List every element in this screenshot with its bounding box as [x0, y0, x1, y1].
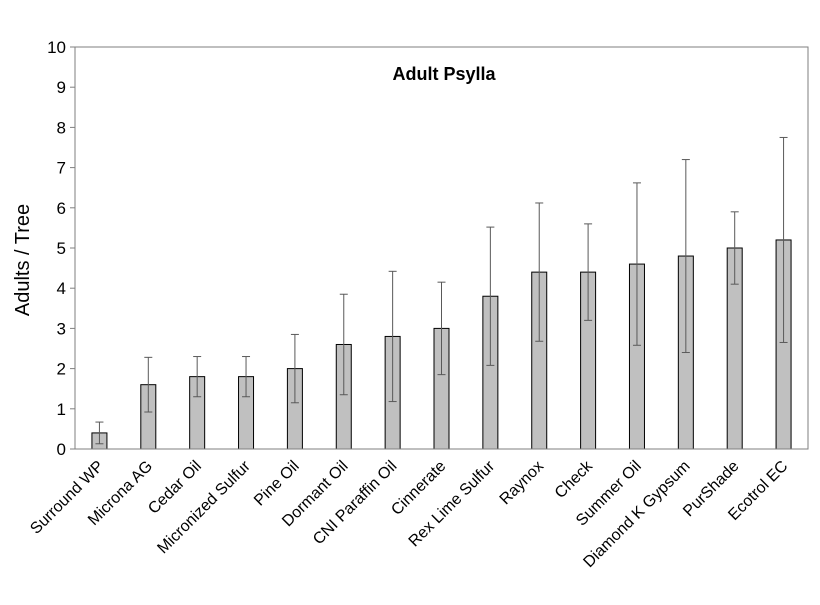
y-tick-label: 8	[57, 118, 66, 137]
y-tick-label: 10	[47, 38, 66, 57]
y-tick-label: 1	[57, 400, 66, 419]
y-tick-label: 3	[57, 319, 66, 338]
y-tick-label: 5	[57, 239, 66, 258]
x-category-label: Raynox	[497, 458, 547, 508]
x-category-label: Micronized Sulfur	[154, 457, 254, 557]
y-axis-title: Adults / Tree	[12, 204, 34, 316]
y-tick-label: 2	[57, 360, 66, 379]
error-bars	[95, 136, 788, 445]
y-tick-label: 4	[57, 279, 66, 298]
x-category-label: Check	[552, 457, 597, 502]
chart-title: Adult Psylla	[392, 64, 496, 84]
x-category-label: Rex Lime Sulfur	[406, 457, 499, 550]
y-tick-label: 6	[57, 199, 66, 218]
y-tick-label: 9	[57, 78, 66, 97]
x-category-label: CNI Paraffin Oil	[310, 458, 400, 548]
y-axis: 0 1 2 3 4 5 6 7 8 9 10	[47, 38, 75, 459]
y-tick-label: 7	[57, 159, 66, 178]
y-tick-label: 0	[57, 440, 66, 459]
